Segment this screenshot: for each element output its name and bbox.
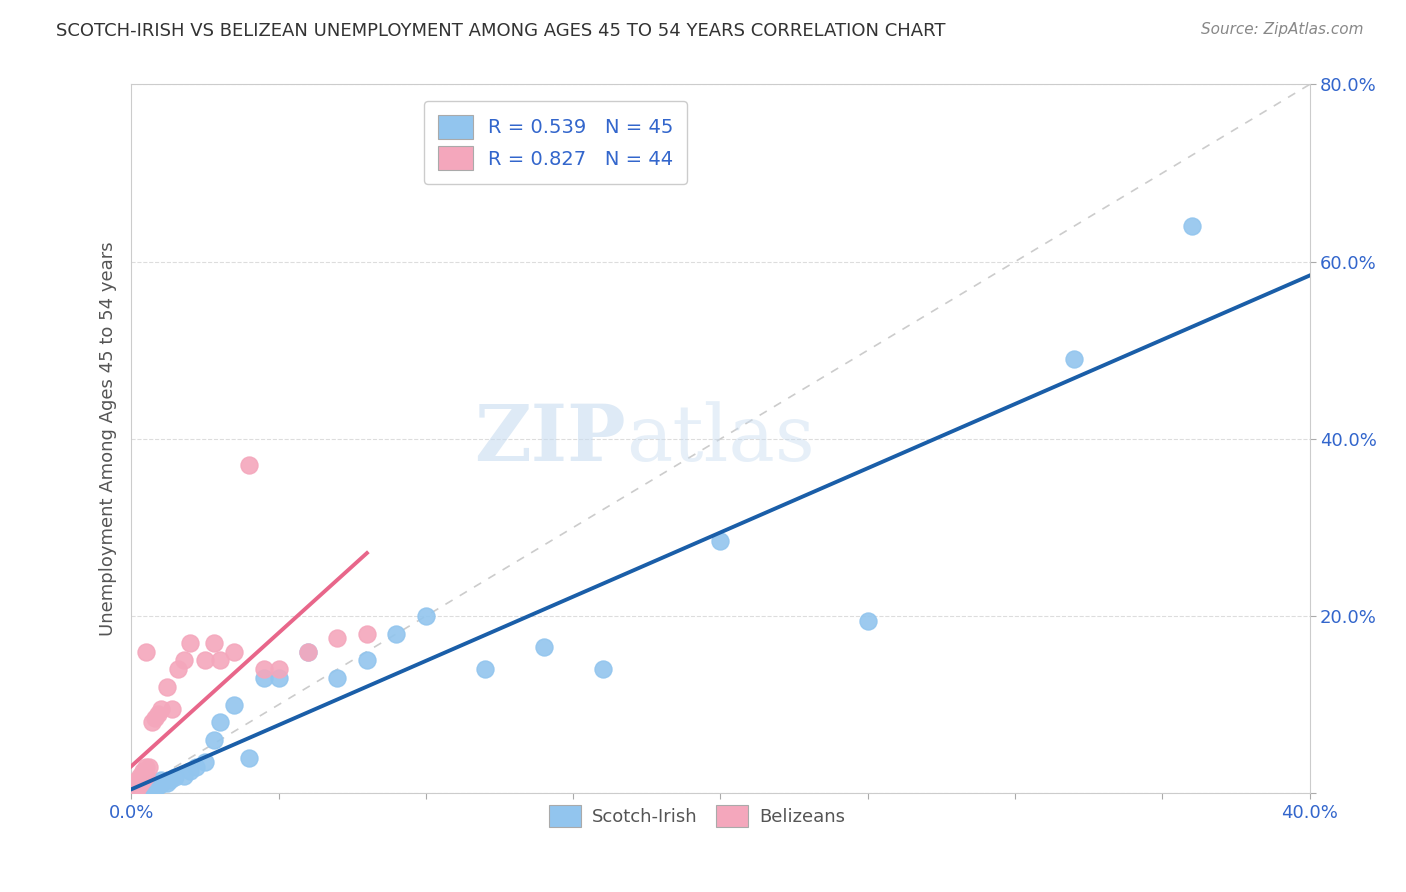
Point xyxy=(122,777,145,791)
Point xyxy=(135,644,157,658)
Point xyxy=(122,785,145,799)
Point xyxy=(856,614,879,628)
Legend: Scotch-Irish, Belizeans: Scotch-Irish, Belizeans xyxy=(541,797,852,834)
Point xyxy=(297,644,319,658)
Point xyxy=(135,760,157,774)
Point xyxy=(127,775,149,789)
Point xyxy=(159,773,181,788)
Point xyxy=(202,733,225,747)
Point xyxy=(122,785,145,799)
Point xyxy=(238,458,260,473)
Point xyxy=(297,644,319,658)
Point xyxy=(194,756,217,770)
Point xyxy=(122,781,145,796)
Point xyxy=(122,783,145,797)
Point xyxy=(129,783,152,797)
Text: ZIP: ZIP xyxy=(475,401,626,477)
Point xyxy=(162,702,184,716)
Point xyxy=(356,653,378,667)
Point xyxy=(474,662,496,676)
Point xyxy=(132,781,155,796)
Point xyxy=(179,764,201,779)
Point xyxy=(135,777,157,791)
Point xyxy=(127,785,149,799)
Point xyxy=(127,779,149,793)
Point xyxy=(224,698,246,712)
Point xyxy=(122,785,145,799)
Point xyxy=(267,671,290,685)
Point xyxy=(184,760,207,774)
Point xyxy=(253,671,276,685)
Point xyxy=(1063,352,1085,367)
Point xyxy=(135,781,157,796)
Point xyxy=(122,775,145,789)
Point xyxy=(127,777,149,791)
Point xyxy=(155,680,177,694)
Point xyxy=(141,779,163,793)
Point xyxy=(122,780,145,794)
Point xyxy=(138,760,160,774)
Point xyxy=(122,784,145,798)
Point xyxy=(122,784,145,798)
Point xyxy=(149,702,172,716)
Point xyxy=(592,662,614,676)
Point xyxy=(356,627,378,641)
Point xyxy=(122,779,145,793)
Point xyxy=(129,777,152,791)
Point xyxy=(155,775,177,789)
Point xyxy=(415,609,437,624)
Point xyxy=(326,632,349,646)
Y-axis label: Unemployment Among Ages 45 to 54 years: Unemployment Among Ages 45 to 54 years xyxy=(100,242,117,636)
Point xyxy=(179,636,201,650)
Point xyxy=(149,773,172,788)
Point xyxy=(194,653,217,667)
Point xyxy=(132,784,155,798)
Point xyxy=(122,777,145,791)
Point xyxy=(224,644,246,658)
Point xyxy=(1181,219,1204,234)
Point xyxy=(143,711,166,725)
Point xyxy=(122,782,145,797)
Point xyxy=(122,785,145,799)
Point xyxy=(129,773,152,788)
Point xyxy=(146,779,169,793)
Point xyxy=(208,653,231,667)
Point xyxy=(238,751,260,765)
Point xyxy=(127,781,149,796)
Text: Source: ZipAtlas.com: Source: ZipAtlas.com xyxy=(1201,22,1364,37)
Point xyxy=(149,777,172,791)
Text: SCOTCH-IRISH VS BELIZEAN UNEMPLOYMENT AMONG AGES 45 TO 54 YEARS CORRELATION CHAR: SCOTCH-IRISH VS BELIZEAN UNEMPLOYMENT AM… xyxy=(56,22,946,40)
Point xyxy=(127,773,149,788)
Point xyxy=(165,771,187,785)
Point xyxy=(135,769,157,783)
Point xyxy=(208,715,231,730)
Point xyxy=(202,636,225,650)
Point xyxy=(709,533,731,548)
Point xyxy=(533,640,555,654)
Point xyxy=(143,777,166,791)
Point xyxy=(167,662,190,676)
Text: atlas: atlas xyxy=(626,401,815,477)
Point xyxy=(129,784,152,798)
Point xyxy=(129,769,152,783)
Point xyxy=(132,773,155,788)
Point xyxy=(173,769,195,783)
Point xyxy=(267,662,290,676)
Point xyxy=(141,715,163,730)
Point xyxy=(122,783,145,797)
Point xyxy=(326,671,349,685)
Point xyxy=(173,653,195,667)
Point xyxy=(135,783,157,797)
Point xyxy=(127,784,149,798)
Point xyxy=(132,764,155,779)
Point xyxy=(122,782,145,797)
Point xyxy=(146,706,169,721)
Point xyxy=(385,627,408,641)
Point xyxy=(253,662,276,676)
Point xyxy=(138,781,160,796)
